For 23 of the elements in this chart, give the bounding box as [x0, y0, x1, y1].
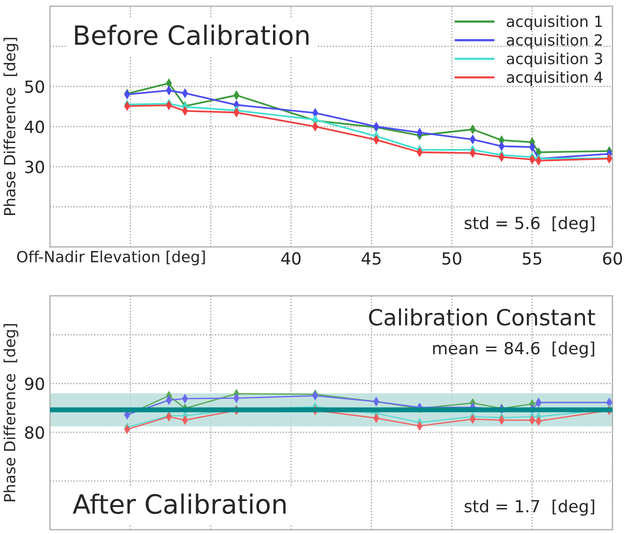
- y-axis-title: Phase Difference [deg]: [4, 324, 18, 502]
- y-tick-label: 50: [25, 80, 44, 93]
- x-axis-title: Off-Nadir Elevation [deg]: [17, 250, 205, 266]
- y-tick-label: 30: [25, 160, 44, 174]
- legend-label: acquisition 1: [506, 15, 602, 30]
- legend-label: acquisition 4: [506, 71, 602, 86]
- x-tick-label: 45: [362, 252, 381, 265]
- y-tick-label: 40: [24, 120, 44, 134]
- x-tick-label: 40: [281, 252, 301, 265]
- legend-label: acquisition 3: [506, 52, 602, 68]
- annotation: Calibration Constant: [369, 308, 596, 326]
- legend-label: acquisition 2: [506, 34, 602, 49]
- y-tick-label: 80: [25, 426, 44, 439]
- x-tick-label: 55: [522, 252, 542, 265]
- y-axis-title: Phase Difference [deg]: [4, 38, 18, 216]
- text: After Calibration: [72, 494, 286, 514]
- annotation: std = 1.7 [deg]: [464, 500, 594, 516]
- x-tick-label: 60: [603, 252, 622, 265]
- annotation: mean = 84.6 [deg]: [433, 342, 594, 358]
- text: Before Calibration: [75, 24, 308, 46]
- y-tick-label: 90: [24, 378, 44, 390]
- x-tick-label: 50: [442, 252, 462, 265]
- annotation: std = 5.6 [deg]: [464, 216, 594, 233]
